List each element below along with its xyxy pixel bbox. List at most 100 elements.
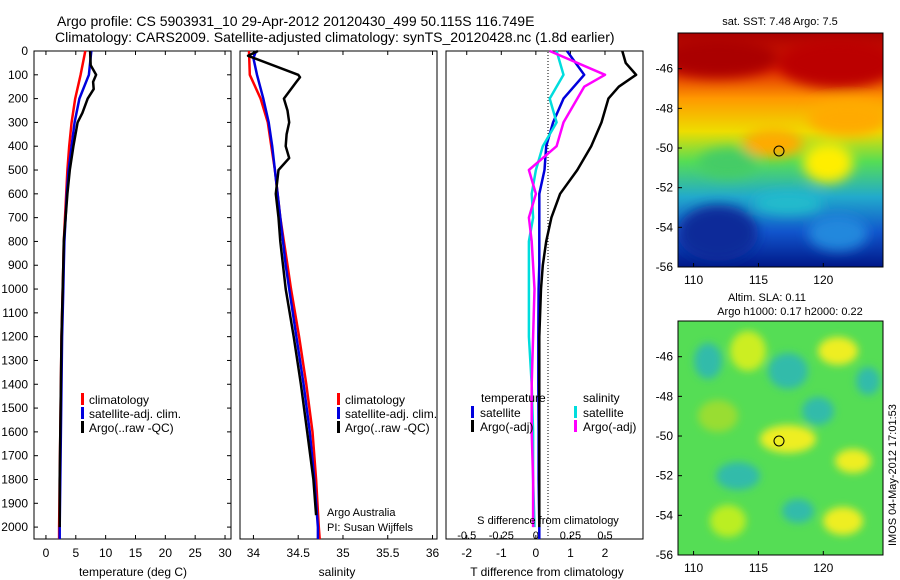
map-x-tick-label: 110 [684, 561, 703, 575]
legend-label-s-argo: Argo(-adj) [583, 420, 636, 434]
x-tick-label: -2 [461, 546, 472, 560]
argo-location-marker [773, 145, 785, 157]
x-tick-label: 1 [567, 546, 574, 560]
difference-x-ticks: -2 -1 0 1 2 [461, 51, 609, 560]
salinity-panel: 34 34.5 35 35.5 36 salinity climatology sate… [239, 49, 440, 579]
imos-timestamp: IMOS 04-May-2012 17:01:53 [887, 404, 899, 546]
sla-map: Altim. SLA: 0.11 Argo h1000: 0.17 h2000:… [656, 292, 884, 575]
sst-map-title: sat. SST: 7.48 Argo: 7.5 [722, 16, 838, 28]
profile-line-argo-raw-qc- [246, 49, 318, 516]
x-tick-label: 10 [99, 546, 113, 560]
depth-tick-label: 300 [8, 115, 28, 129]
depth-tick-label: 1500 [1, 401, 28, 415]
legend-swatch-climatology [81, 393, 84, 405]
sst-map-frame [677, 32, 884, 268]
profile-line-argo-raw-qc- [58, 50, 98, 528]
profile-line-satellite-adj-clim- [252, 50, 320, 539]
x-tick-label: 15 [129, 546, 143, 560]
depth-tick-label: 0 [21, 44, 28, 58]
legend-swatch-satellite [81, 407, 84, 419]
depth-tick-label: 1300 [1, 353, 28, 367]
depth-tick-label: 800 [8, 234, 28, 248]
map-y-tick-label: -52 [656, 181, 674, 195]
salinity-x-label: salinity [319, 565, 356, 579]
depth-tick-label: 100 [8, 68, 28, 82]
s-diff-tick-label: 0.5 [597, 530, 612, 542]
map-y-tick-label: -46 [656, 62, 674, 76]
map-y-tick-label: -56 [656, 548, 674, 562]
difference-panel: -2 -1 0 1 2 -0.5 -0.25 0 0.25 0.5 T difference f… [445, 49, 644, 579]
map-x-tick-label: 120 [813, 561, 833, 575]
legend-label-argo: Argo(..raw -QC) [89, 421, 174, 435]
map-x-tick-label: 115 [749, 561, 768, 575]
legend-swatch-t-satellite [471, 406, 474, 418]
map-x-tick-label: 115 [749, 273, 768, 287]
depth-tick-label: 700 [8, 211, 28, 225]
map-y-tick-label: -52 [656, 469, 674, 483]
map-y-tick-label: -54 [656, 220, 674, 234]
legend-title-salinity: salinity [583, 391, 620, 405]
x-tick-label: -1 [496, 546, 507, 560]
pi-note: PI: Susan Wijffels [327, 522, 413, 534]
x-tick-label: 5 [72, 546, 79, 560]
temperature-plot-frame [33, 50, 232, 540]
legend-title-temperature: temperature [481, 391, 546, 405]
map-y-tick-label: -50 [656, 141, 674, 155]
salinity-plot-frame [239, 50, 438, 540]
depth-tick-label: 1200 [1, 330, 28, 344]
legend-swatch-s-satellite [574, 406, 577, 418]
legend-label-t-argo: Argo(-adj) [480, 420, 533, 434]
map-y-tick-label: -48 [656, 101, 674, 115]
legend-swatch-t-argo [471, 420, 474, 432]
x-tick-label: 35 [336, 546, 350, 560]
legend-label-climatology: climatology [89, 393, 149, 407]
depth-tick-label: 1800 [1, 472, 28, 486]
salinity-x-ticks: 34 34.5 35 35.5 36 [247, 51, 440, 560]
depth-tick-label: 1900 [1, 496, 28, 510]
t-difference-x-label: T difference from climatology [470, 565, 624, 579]
depth-tick-label: 600 [8, 187, 28, 201]
depth-tick-label: 2000 [1, 520, 28, 534]
legend-swatch-satellite [337, 407, 340, 419]
s-difference-label: S difference from climatology [477, 515, 619, 527]
depth-tick-label: 200 [8, 92, 28, 106]
s-diff-tick-label: 0.25 [560, 530, 581, 542]
legend-label-s-satellite: satellite [583, 406, 624, 420]
map-y-tick-label: -54 [656, 508, 674, 522]
x-tick-label: 35.5 [376, 546, 400, 560]
profile-line-temperature-argo-adj- [538, 50, 638, 528]
legend-label-satellite: satellite-adj. clim. [89, 407, 181, 421]
temperature-legend: climatology satellite-adj. clim. Argo(..… [81, 393, 181, 435]
x-tick-label: 2 [602, 546, 609, 560]
legend-swatch-s-argo [574, 420, 577, 432]
depth-tick-label: 500 [8, 163, 28, 177]
sla-map-title: Altim. SLA: 0.11 [728, 292, 806, 304]
legend-label-climatology: climatology [345, 393, 405, 407]
argo-australia-note: Argo Australia [327, 507, 396, 519]
x-tick-label: 20 [159, 546, 173, 560]
depth-tick-label: 1600 [1, 425, 28, 439]
depth-tick-label: 400 [8, 139, 28, 153]
x-tick-label: 30 [218, 546, 232, 560]
s-diff-tick-label: -0.25 [489, 530, 514, 542]
map-y-tick-label: -50 [656, 429, 674, 443]
profile-line-salinity-argo-adj- [527, 49, 607, 528]
map-x-tick-label: 120 [813, 273, 833, 287]
x-tick-label: 25 [189, 546, 203, 560]
salinity-difference-ticks: -0.5 -0.25 0 0.25 0.5 [457, 530, 612, 542]
salinity-legend: climatology satellite-adj. clim. Argo(..… [337, 393, 437, 435]
x-tick-label: 0 [43, 546, 50, 560]
x-tick-label: 34.5 [287, 546, 311, 560]
depth-tick-label: 1700 [1, 449, 28, 463]
depth-tick-label: 1000 [1, 282, 28, 296]
temperature-panel: 0 5 10 15 20 25 30 010020030040050060070080090… [1, 44, 643, 579]
sst-map-ticks: 110 115 120 -46 -48 -50 -52 -54 -56 [656, 62, 834, 287]
legend-label-t-satellite: satellite [480, 406, 521, 420]
difference-plot-frame [445, 50, 644, 540]
x-tick-label: 34 [247, 546, 261, 560]
x-tick-label: 0 [533, 546, 540, 560]
temperature-x-ticks: 0 5 10 15 20 25 30 [43, 51, 232, 560]
legend-swatch-argo [81, 421, 84, 433]
legend-swatch-argo [337, 421, 340, 433]
map-y-tick-label: -46 [656, 350, 674, 364]
